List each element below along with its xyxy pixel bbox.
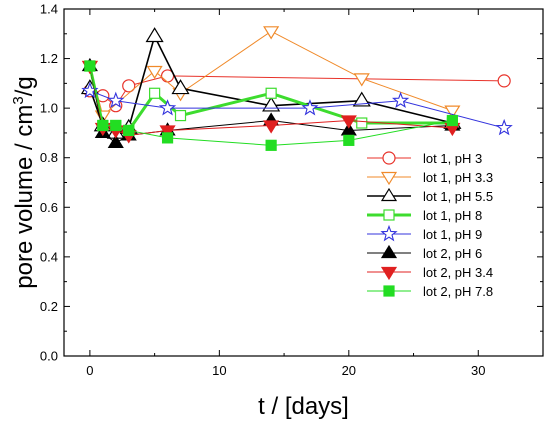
legend: lot 1, pH 3 lot 1, pH 3.3 lot 1, pH 5.5 lot… [367,151,493,299]
triangle-up-open-marker [145,27,164,43]
star-open-marker [391,91,410,109]
legend-label: lot 1, pH 5.5 [423,189,493,204]
square-open-marker [356,117,368,129]
square-filled-marker [123,124,135,137]
legend-label: lot 1, pH 8 [423,208,482,223]
x-tick-label: 30 [471,363,485,378]
x-tick-label: 0 [86,363,93,378]
y-tick-label: 0.4 [40,249,58,264]
circle-open-marker [122,79,136,93]
y-tick-label: 0.6 [40,200,58,215]
triangle-down-filled-marker [340,115,357,129]
star-open-marker [158,99,177,116]
legend-label: lot 2, pH 3.4 [423,265,493,280]
y-tick-label: 1.0 [40,101,58,116]
square-filled-marker [84,60,96,72]
square-filled-marker [110,119,122,132]
circle-open-marker [382,151,396,165]
square-filled-marker [97,119,109,132]
triangle-down-open-marker [263,26,280,40]
square-open-marker [265,87,277,99]
square-open-marker [383,209,395,221]
legend-item: lot 2, pH 3.4 [367,265,493,281]
series-8 [84,60,458,151]
y-axis: 0.0 0.2 0.4 0.6 0.8 1.0 1.2 1.4 [40,2,543,364]
triangle-up-open-marker [380,187,398,202]
triangle-down-filled-marker [159,125,176,139]
legend-label: lot 1, pH 3 [423,151,482,166]
square-filled-marker [383,285,395,297]
y-title-main: pore volume / cm [11,105,38,289]
triangle-up-open-marker [171,79,190,95]
x-tick-label: 20 [342,363,356,378]
triangle-up-open-marker [262,96,281,112]
star-open-marker [495,118,513,136]
legend-label: lot 1, pH 3.3 [423,170,493,185]
series-5 [81,81,513,136]
triangle-up-filled-marker [107,134,124,148]
triangle-down-open-marker [353,73,370,87]
y-tick-label: 0.0 [40,349,58,364]
triangle-up-open-marker [352,91,371,107]
triangle-down-open-marker [146,65,163,80]
square-filled-marker [265,139,277,151]
series-layer [80,26,513,151]
star-open-marker [301,99,319,116]
legend-item: lot 1, pH 3.3 [367,170,493,186]
square-open-marker [149,87,161,99]
y-tick-label: 1.2 [40,51,58,66]
legend-item: lot 2, pH 6 [367,244,482,261]
y-tick-label: 0.8 [40,150,58,165]
x-axis: 0 10 20 30 [86,9,486,378]
legend-label: lot 2, pH 7.8 [423,284,493,299]
square-filled-marker [446,114,458,127]
y-title-superscript: 3 [10,96,27,104]
y-tick-label: 1.4 [40,2,58,17]
circle-open-marker [497,74,511,88]
legend-item: lot 1, pH 5.5 [367,187,493,204]
square-filled-marker [343,134,355,146]
y-title-unit: /g [11,76,38,96]
x-axis-title: t / [days] [258,393,349,420]
star-open-marker [380,224,398,242]
triangle-down-open-marker [444,105,461,119]
square-filled-marker [161,132,174,144]
legend-item: lot 2, pH 7.8 [367,284,493,299]
legend-label: lot 1, pH 9 [423,227,482,242]
legend-item: lot 1, pH 3 [367,151,482,166]
legend-label: lot 2, pH 6 [423,246,482,261]
legend-item: lot 1, pH 8 [367,208,482,223]
triangle-down-filled-marker [263,120,280,134]
triangle-down-filled-marker [380,266,398,281]
triangle-down-open-marker [380,171,398,186]
star-open-marker [107,91,125,109]
square-open-marker [174,109,187,122]
y-axis-title: pore volume / cm3/g [10,76,38,288]
legend-item: lot 1, pH 9 [367,224,482,242]
triangle-up-filled-marker [380,244,398,259]
x-tick-label: 10 [212,363,226,378]
series-1 [83,69,511,113]
y-tick-label: 0.2 [40,299,58,314]
